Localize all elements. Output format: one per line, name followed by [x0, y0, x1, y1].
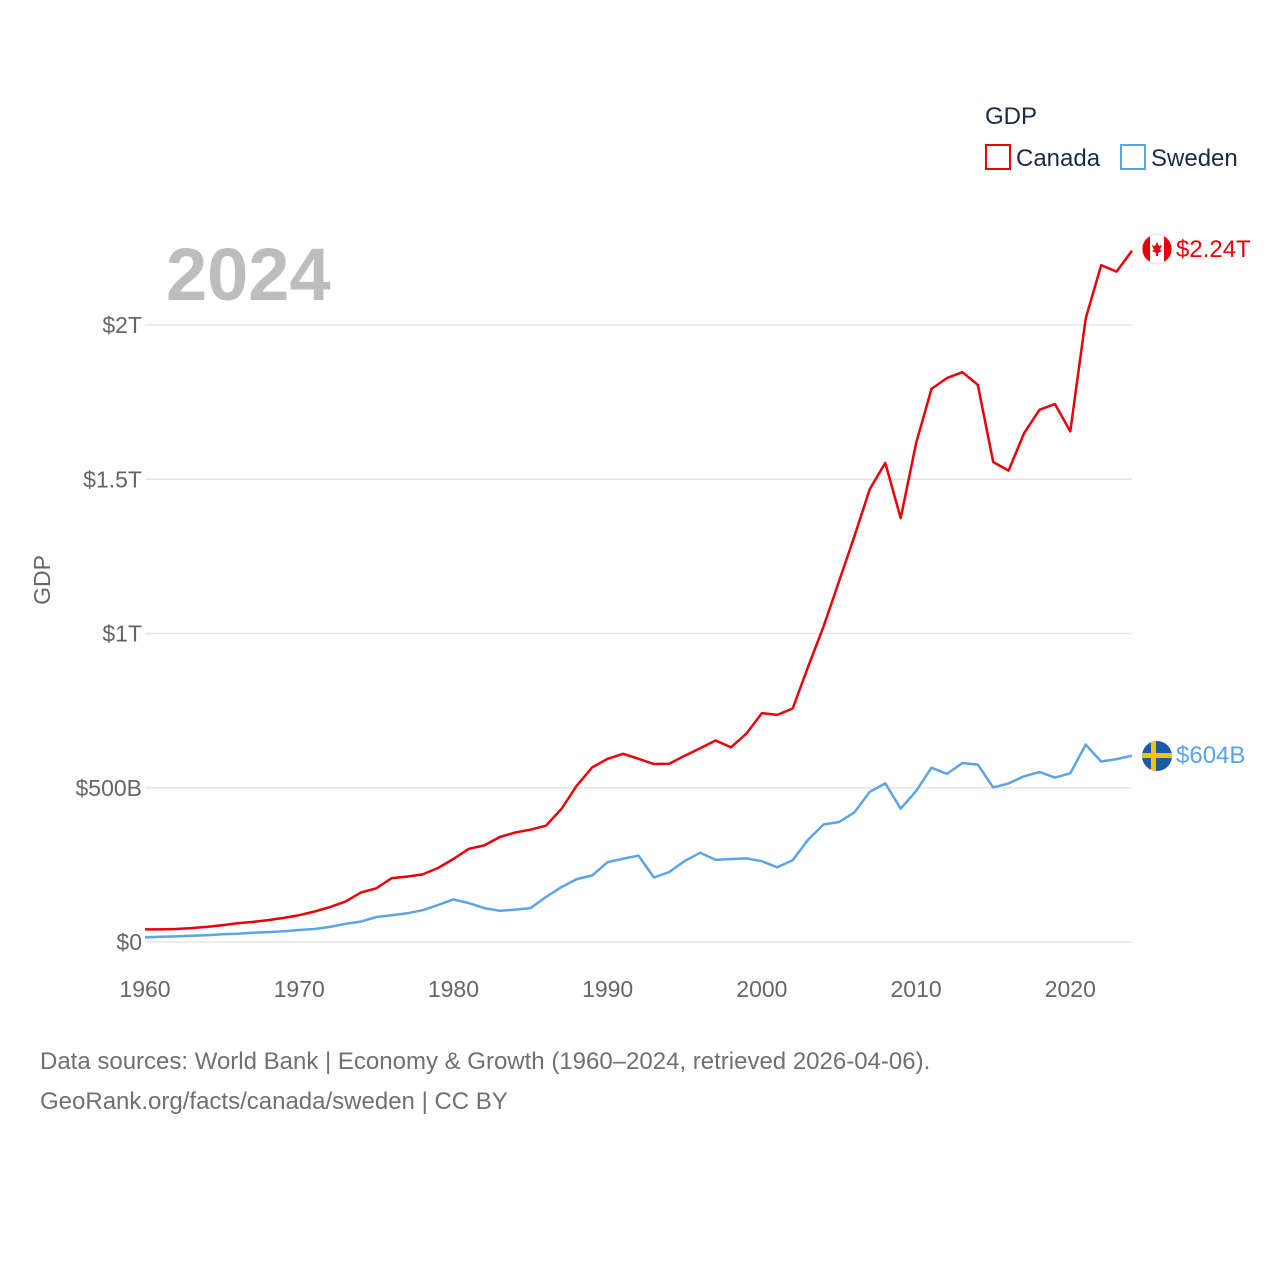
- legend-item-sweden[interactable]: Sweden: [1120, 144, 1238, 172]
- year-watermark: 2024: [166, 233, 331, 316]
- series-line-sweden[interactable]: [144, 743, 1133, 939]
- legend-label-sweden: Sweden: [1151, 145, 1238, 172]
- canada-flag-border: [1141, 233, 1173, 265]
- series-line-canada[interactable]: [145, 249, 1134, 931]
- legend-label-canada: Canada: [1016, 145, 1101, 172]
- source-line: Data sources: World Bank | Economy & Gro…: [40, 1048, 931, 1075]
- y-tick-label: $1.5T: [83, 466, 142, 492]
- y-tick-label: $1T: [102, 621, 142, 647]
- x-tick-label: 2020: [1045, 976, 1096, 1002]
- x-tick-label: 1980: [428, 976, 479, 1002]
- license-line: GeoRank.org/facts/canada/sweden | CC BY: [40, 1088, 508, 1115]
- series-lines: [144, 249, 1134, 939]
- legend-swatch-sweden: [1120, 144, 1146, 170]
- x-tick-label: 1990: [582, 976, 633, 1002]
- end-label-canada: $2.24T: [1176, 236, 1251, 263]
- y-tick-label: $500B: [75, 775, 142, 801]
- y-tick-label: $2T: [102, 312, 142, 338]
- x-tick-label: 2000: [736, 976, 787, 1002]
- y-tick-label: $0: [116, 929, 142, 955]
- x-axis-ticks: 1960 1970 1980 1990 2000 2010 2020: [119, 976, 1095, 1002]
- x-tick-label: 1960: [119, 976, 170, 1002]
- gridlines: [145, 324, 1132, 943]
- legend-item-canada[interactable]: Canada: [985, 144, 1101, 172]
- end-label-sweden: $604B: [1176, 742, 1245, 769]
- y-axis-label: GDP: [29, 555, 55, 605]
- x-tick-label: 1970: [274, 976, 325, 1002]
- legend-title: GDP: [985, 103, 1037, 130]
- legend-swatch-canada: [985, 144, 1011, 170]
- x-tick-label: 2010: [891, 976, 942, 1002]
- canada-flag-icon: [1142, 234, 1172, 264]
- source-footer: Data sources: World Bank | Economy & Gro…: [40, 1042, 930, 1122]
- sweden-flag-icon: [1142, 741, 1172, 771]
- y-axis-ticks: $0 $500B $1T $1.5T $2T: [75, 312, 142, 955]
